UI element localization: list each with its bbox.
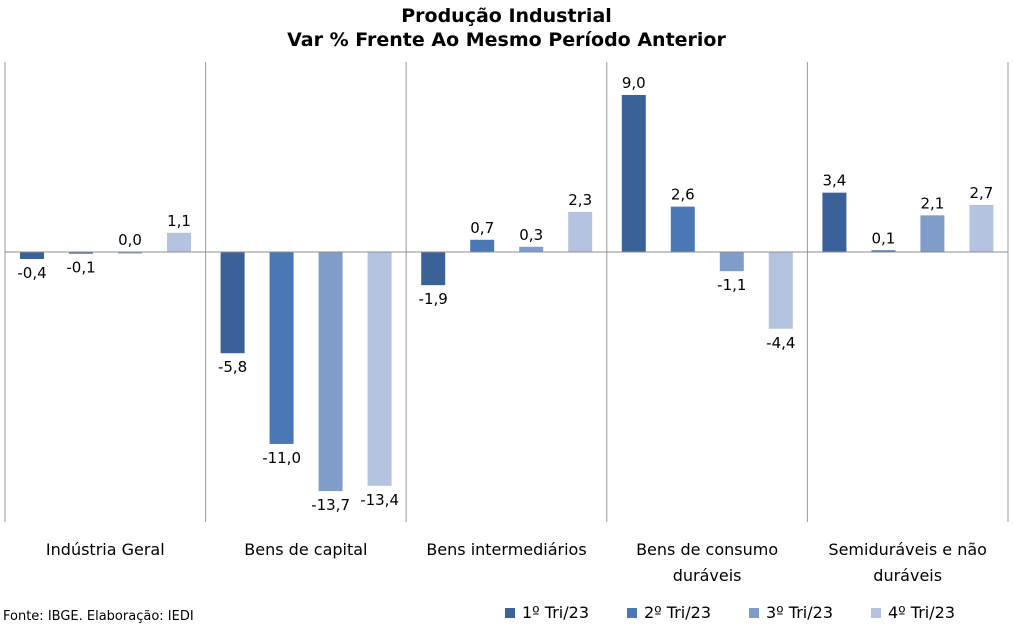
- legend: 1º Tri/23 2º Tri/23 3º Tri/23 4º Tri/23: [505, 603, 955, 622]
- data-label: -0,4: [17, 264, 46, 282]
- chart-title-line-2: Var % Frente Ao Mesmo Período Anterior: [287, 29, 726, 51]
- data-label: 0,7: [470, 219, 494, 237]
- data-label: -13,4: [360, 491, 399, 509]
- data-label: 2,1: [920, 194, 944, 212]
- bar: [220, 252, 245, 354]
- bar: [568, 211, 593, 252]
- bar: [269, 252, 294, 444]
- bar: [118, 252, 142, 254]
- bar: [969, 204, 994, 252]
- data-label: -0,1: [66, 259, 95, 277]
- legend-label: 1º Tri/23: [522, 603, 589, 622]
- data-label: -13,7: [311, 496, 350, 514]
- legend-swatch: [627, 607, 637, 618]
- data-label: 1,1: [167, 212, 191, 230]
- bar: [470, 239, 495, 252]
- legend-swatch: [749, 607, 759, 618]
- bar: [167, 232, 191, 252]
- bar: [719, 252, 744, 272]
- legend-item: 2º Tri/23: [627, 603, 711, 622]
- bar: [421, 252, 446, 286]
- legend-label: 4º Tri/23: [888, 603, 955, 622]
- data-label: -1,1: [717, 276, 746, 294]
- data-label: 2,7: [969, 184, 993, 202]
- category-label: duráveis: [673, 566, 742, 585]
- chart-title: Produção Industrial Var % Frente Ao Mesm…: [0, 4, 1013, 52]
- bar: [621, 94, 646, 252]
- category-label: Bens intermediários: [426, 540, 586, 559]
- bar: [822, 192, 847, 252]
- data-label: 0,1: [871, 229, 895, 247]
- legend-swatch: [871, 607, 881, 618]
- data-label: 3,4: [822, 172, 846, 190]
- bar: [519, 246, 544, 252]
- category-label: duráveis: [873, 566, 942, 585]
- bar: [367, 252, 392, 486]
- bar: [69, 252, 93, 254]
- legend-item: 4º Tri/23: [871, 603, 955, 622]
- legend-label: 3º Tri/23: [766, 603, 833, 622]
- chart-title-line-1: Produção Industrial: [401, 5, 612, 27]
- bar: [920, 215, 945, 252]
- source-note: Fonte: IBGE. Elaboração: IEDI: [3, 609, 194, 624]
- bar: [871, 250, 896, 252]
- bar: [768, 252, 793, 329]
- bar: [20, 252, 44, 259]
- data-label: -11,0: [262, 449, 301, 467]
- legend-swatch: [505, 607, 515, 618]
- category-label: Semiduráveis e não: [828, 540, 987, 559]
- bar-chart: -0,4 -5,8 -1,9 9,0 3,4 -0,1 -11,0 0,7 2,6 0,1 0,0 -…: [4, 62, 1009, 585]
- category-label: Bens de capital: [244, 540, 367, 559]
- legend-item: 1º Tri/23: [505, 603, 589, 622]
- category-label: Indústria Geral: [46, 540, 165, 559]
- legend-item: 3º Tri/23: [749, 603, 833, 622]
- data-label: 9,0: [622, 74, 646, 92]
- data-label: -1,9: [419, 290, 448, 308]
- bar: [670, 206, 695, 252]
- bar: [318, 252, 343, 492]
- data-label: 0,3: [519, 226, 543, 244]
- data-label: -4,4: [766, 334, 795, 352]
- data-label: 2,6: [671, 186, 695, 204]
- data-label: 0,0: [118, 231, 142, 249]
- category-label: Bens de consumo: [636, 540, 778, 559]
- data-label: -5,8: [218, 358, 247, 376]
- data-label: 2,3: [568, 191, 592, 209]
- legend-label: 2º Tri/23: [644, 603, 711, 622]
